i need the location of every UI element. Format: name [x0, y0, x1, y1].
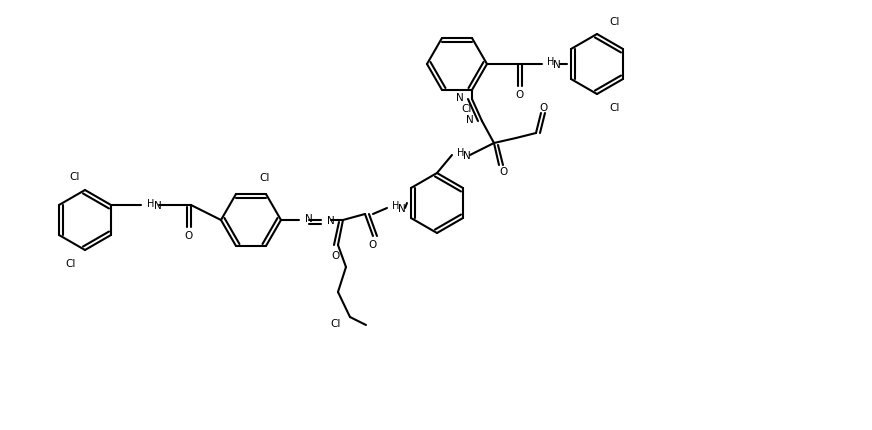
Text: H: H — [457, 147, 465, 158]
Text: Cl: Cl — [65, 258, 76, 268]
Text: H: H — [392, 200, 399, 211]
Text: O: O — [185, 230, 193, 240]
Text: N: N — [398, 203, 405, 214]
Text: N: N — [467, 115, 474, 125]
Text: N: N — [305, 214, 313, 224]
Text: N: N — [456, 93, 464, 103]
Text: N: N — [154, 200, 161, 211]
Text: O: O — [540, 103, 548, 113]
Text: Cl: Cl — [70, 172, 80, 181]
Text: Cl: Cl — [609, 17, 619, 27]
Text: H: H — [147, 199, 154, 209]
Text: Cl: Cl — [462, 104, 472, 114]
Text: H: H — [547, 57, 555, 67]
Text: N: N — [327, 215, 335, 225]
Text: N: N — [463, 150, 471, 161]
Text: O: O — [516, 90, 524, 100]
Text: Cl: Cl — [609, 103, 619, 113]
Text: O: O — [369, 240, 377, 249]
Text: Cl: Cl — [259, 172, 269, 183]
Text: O: O — [332, 250, 340, 261]
Text: O: O — [500, 166, 508, 177]
Text: N: N — [553, 60, 561, 70]
Text: Cl: Cl — [330, 318, 341, 328]
